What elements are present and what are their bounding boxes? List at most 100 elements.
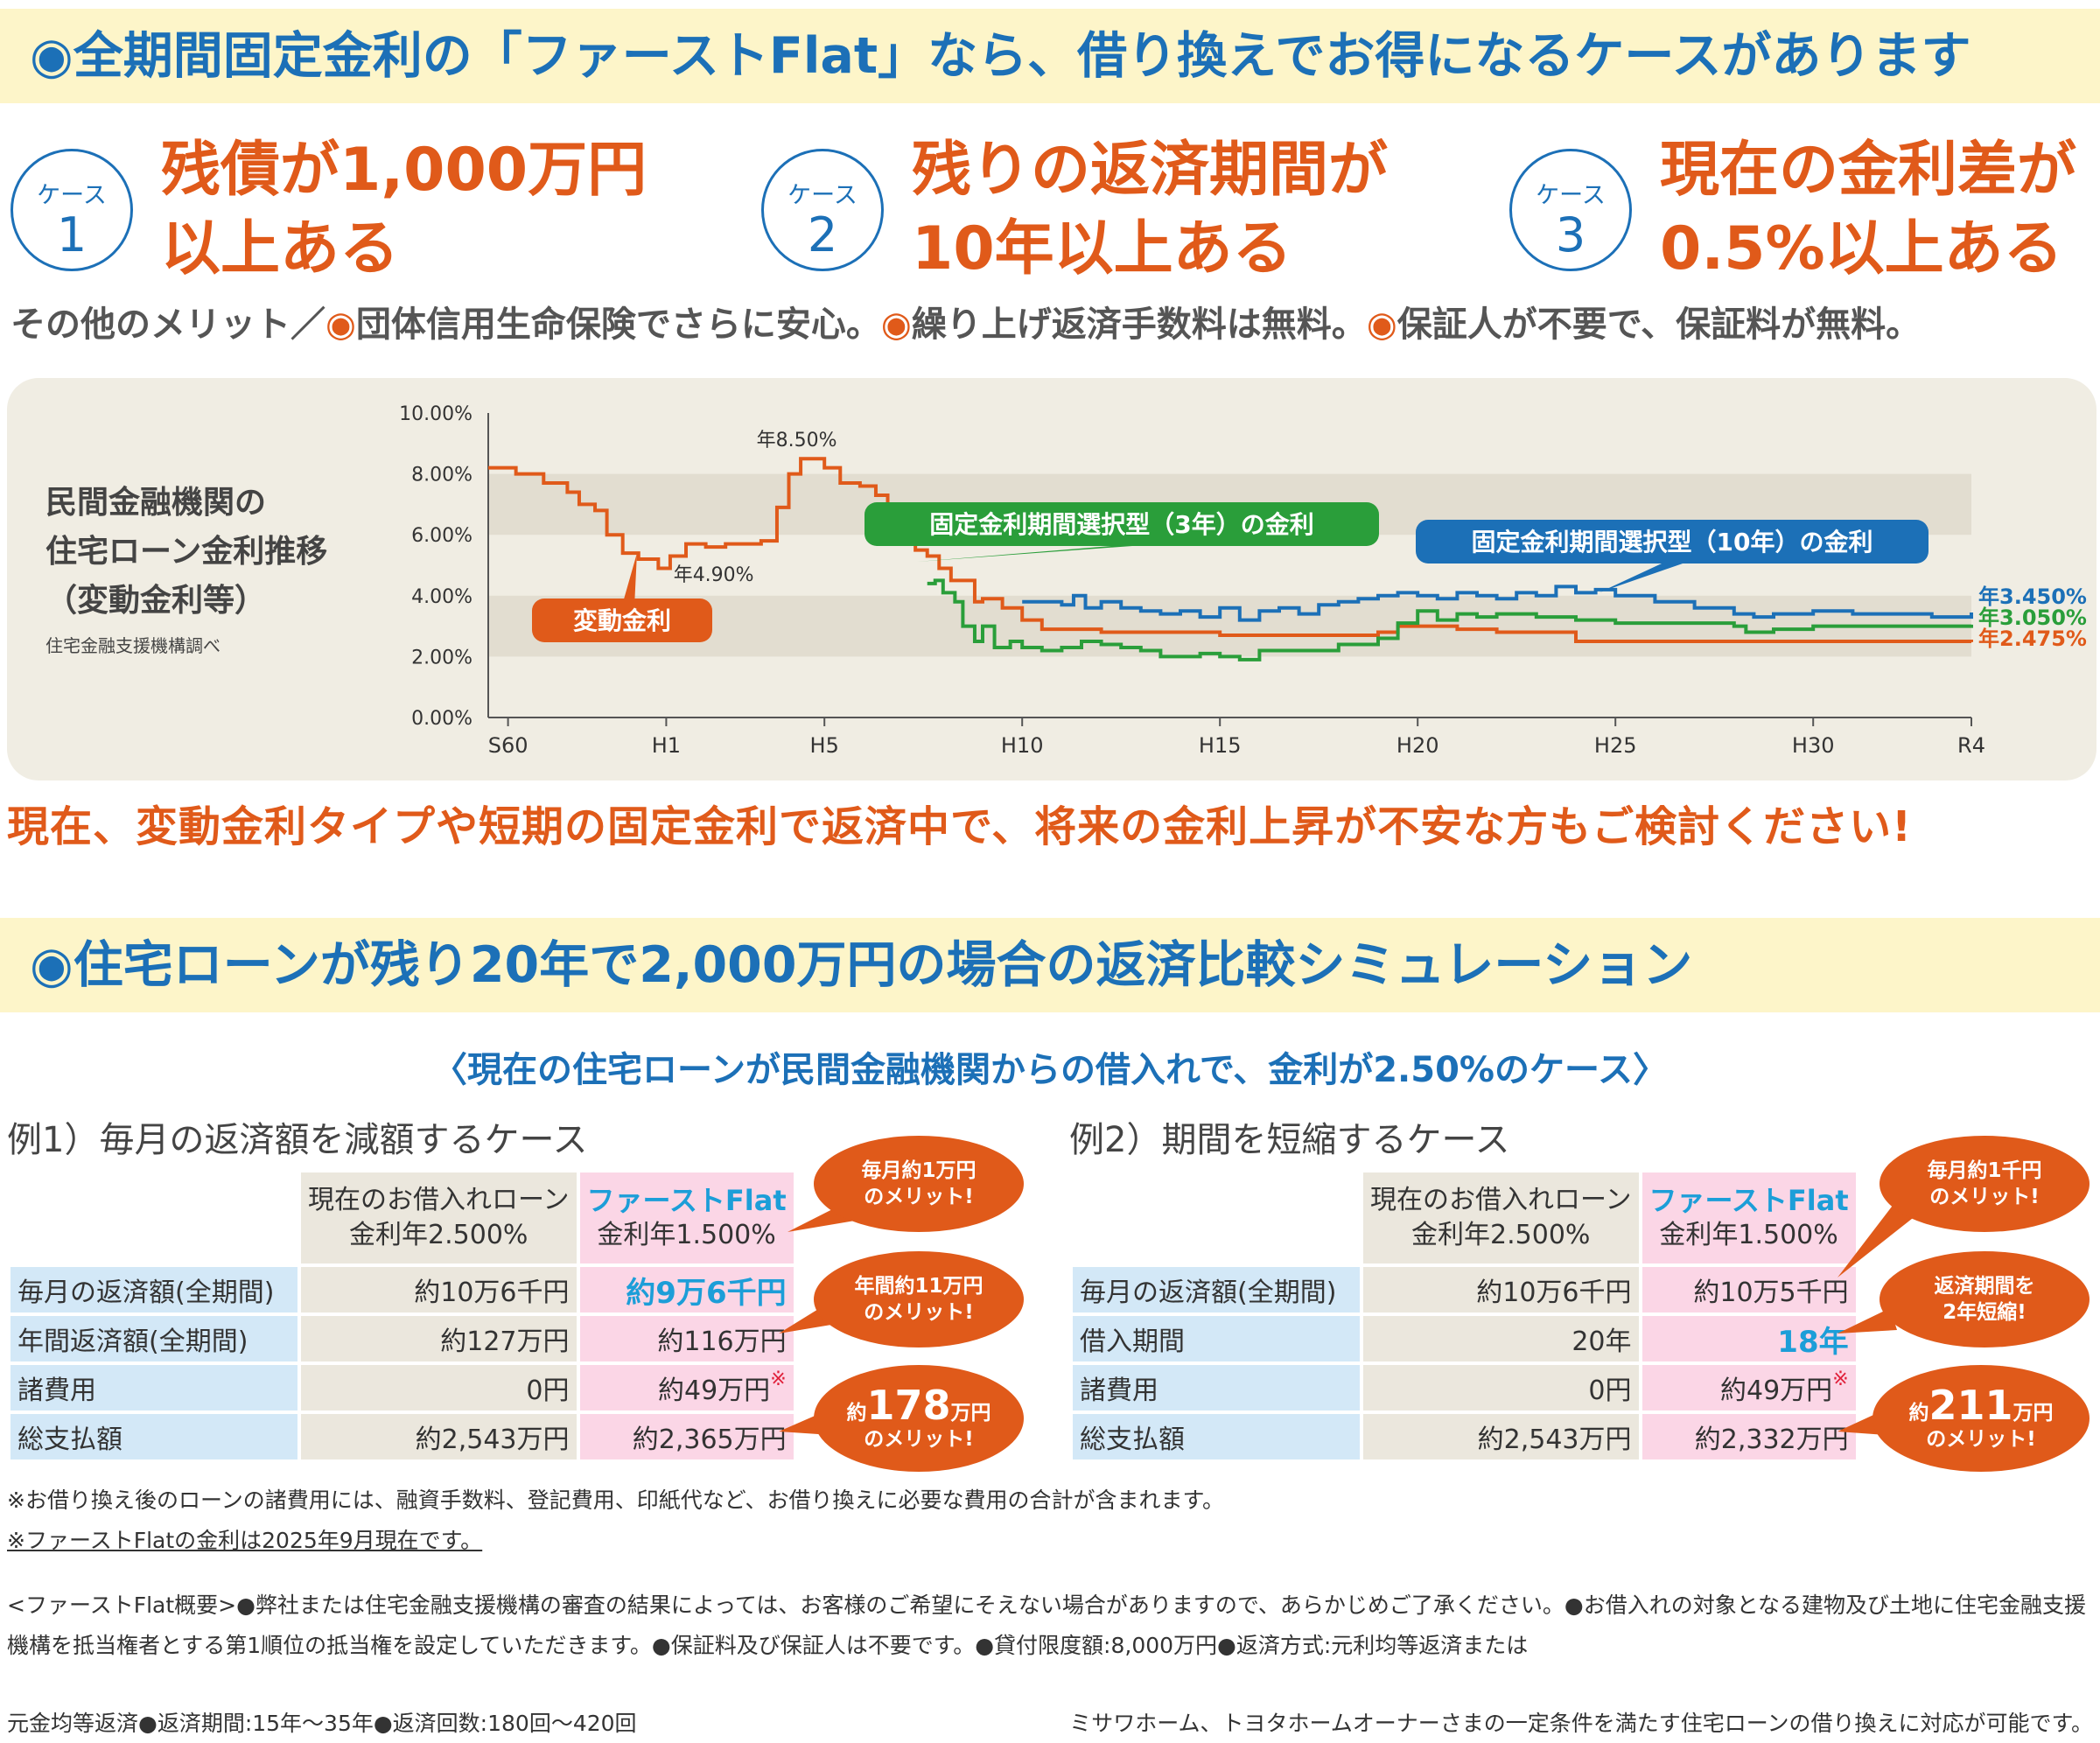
example-1-table: 現在のお借入れローン 金利年2.500% ファーストFlat 金利年1.500% 毎… bbox=[7, 1169, 797, 1463]
table-row: 毎月の返済額(全期間) 約10万6千円 約9万6千円 bbox=[10, 1267, 794, 1312]
ff-value-text: 約9万6千円 bbox=[626, 1275, 787, 1311]
x-tick-label: H15 bbox=[1199, 733, 1242, 758]
ff-value: 約116万円 bbox=[579, 1316, 794, 1362]
column-header-current: 現在のお借入れローン 金利年2.500% bbox=[1363, 1172, 1639, 1264]
bubble-post: 万円 bbox=[950, 1402, 991, 1424]
ff-value: 約10万5千円 bbox=[1642, 1267, 1856, 1312]
rate-chart-panel: 民間金融機関の 住宅ローン金利推移 （変動金利等） 住宅金融支援機構調べ 10.… bbox=[7, 378, 2096, 780]
row-label: 諸費用 bbox=[10, 1365, 298, 1410]
col-ff-line1: ファーストFlat bbox=[1648, 1184, 1849, 1217]
bubble-line1: 返済期間を bbox=[1934, 1275, 2035, 1298]
y-tick-label: 4.00% bbox=[411, 586, 472, 608]
row-label: 総支払額 bbox=[10, 1414, 298, 1460]
column-header-current: 現在のお借入れローン 金利年2.500% bbox=[301, 1172, 577, 1264]
table-row: 諸費用 0円 約49万円※ bbox=[10, 1365, 794, 1410]
other-merits: その他のメリット／◉団体信用生命保険でさらに安心。◉繰り上げ返済手数料は無料。◉… bbox=[10, 296, 1921, 346]
bubble-big: 178 bbox=[866, 1382, 951, 1429]
example-1-title: 例1）毎月の返済額を減額するケース bbox=[7, 1120, 588, 1160]
chart-title-line-1: 民間金融機関の bbox=[46, 485, 267, 521]
merit-2: 繰り上げ返済手数料は無料。 bbox=[911, 304, 1367, 345]
series-line-1 bbox=[927, 578, 1973, 662]
col-ff-line1: ファーストFlat bbox=[586, 1184, 787, 1217]
case-3-line2: 0.5%以上ある bbox=[1660, 214, 2063, 284]
series-tag-3yr-label: 固定金利期間選択型（3年）の金利 bbox=[929, 510, 1313, 539]
series-end-label: 年3.450% bbox=[1978, 584, 2087, 609]
ff-value: 約2,365万円 bbox=[579, 1414, 794, 1460]
example-2-title: 例2）期間を短縮するケース bbox=[1069, 1120, 1510, 1160]
rate-chart: 10.00% 8.00% 6.00% 4.00% 2.00% 0.00% S60 H1 H5 H1… bbox=[399, 403, 2087, 758]
case-2-label: ケース bbox=[788, 182, 858, 209]
bubble-pre: 約 bbox=[846, 1402, 867, 1424]
bubble-line2: のメリット! bbox=[864, 1301, 974, 1324]
merit-dot-icon: ◉ bbox=[1366, 304, 1397, 345]
sim-headline: ◉住宅ローンが残り20年で2,000万円の場合の返済比較シミュレーション bbox=[30, 936, 1693, 994]
col-ff-line2: 金利年1.500% bbox=[597, 1220, 776, 1250]
series-end-label: 年2.475% bbox=[1978, 626, 2087, 651]
series-tag-3yr bbox=[864, 502, 1379, 546]
current-value: 約2,543万円 bbox=[1363, 1414, 1639, 1460]
current-value: 約127万円 bbox=[301, 1316, 577, 1362]
table-row: 総支払額 約2,543万円 約2,365万円 bbox=[10, 1414, 794, 1460]
merit-1: 団体信用生命保険でさらに安心。 bbox=[355, 304, 881, 345]
bubble-line2: のメリット! bbox=[1926, 1428, 2036, 1451]
merit-bubble: 毎月約1千円 のメリット! bbox=[1880, 1136, 2090, 1232]
note-2: ※ファーストFlatの金利は2025年9月現在です。 bbox=[7, 1528, 483, 1553]
x-tick-label: H10 bbox=[1001, 733, 1044, 758]
appeal-text: 現在、変動金利タイプや短期の固定金利で返済中で、将来の金利上昇が不安な方もご検討… bbox=[7, 802, 1912, 851]
column-header-first-flat: ファーストFlat 金利年1.500% bbox=[1642, 1172, 1856, 1264]
merit-bubble: 約178万円 のメリット! bbox=[814, 1365, 1024, 1472]
ff-value-text: 約49万円 bbox=[1720, 1376, 1833, 1406]
chart-title: 民間金融機関の 住宅ローン金利推移 （変動金利等） bbox=[46, 479, 327, 626]
col-current-line1: 現在のお借入れローン bbox=[308, 1185, 570, 1215]
bubble-line1: 毎月約1千円 bbox=[1927, 1159, 2042, 1182]
series-end-label: 年3.050% bbox=[1978, 606, 2087, 630]
case-2-line1: 残りの返済期間が bbox=[912, 136, 1389, 205]
bubble-post: 万円 bbox=[2012, 1402, 2054, 1424]
table-row: 総支払額 約2,543万円 約2,332万円 bbox=[1073, 1414, 1856, 1460]
footer-overview: <ファーストFlat概要>●弊社または住宅金融支援機構の審査の結果によっては、お… bbox=[7, 1592, 2086, 1658]
note-1: ※お借り換え後のローンの諸費用には、融資手数料、登記費用、印紙代など、お借り換え… bbox=[7, 1488, 1224, 1513]
column-header-first-flat: ファーストFlat 金利年1.500% bbox=[579, 1172, 794, 1264]
bubble-line1: 毎月約1万円 bbox=[861, 1159, 976, 1182]
merit-3: 保証人が不要で、保証料が無料。 bbox=[1396, 304, 1922, 345]
x-tick-label: H30 bbox=[1792, 733, 1835, 758]
table-row: 年間返済額(全期間) 約127万円 約116万円 bbox=[10, 1316, 794, 1362]
series-tag-10yr-tail bbox=[1600, 564, 1683, 592]
ff-value: 約49万円※ bbox=[1642, 1365, 1856, 1410]
series-line-0 bbox=[488, 457, 1973, 643]
bubble-big: 211 bbox=[1928, 1382, 2013, 1429]
bubble-amount: 約211万円 bbox=[1908, 1384, 2053, 1426]
table-row: 借入期間 20年 18年 bbox=[1073, 1316, 1856, 1362]
x-tick-label: H5 bbox=[810, 733, 839, 758]
chart-source: 住宅金融支援機構調べ bbox=[46, 635, 220, 656]
notes: ※お借り換え後のローンの諸費用には、融資手数料、登記費用、印紙代など、お借り換え… bbox=[7, 1480, 1224, 1561]
footer-line3-right: ミサワホーム、トヨタホームオーナーさまの一定条件を満たす住宅ローンの借り換えに対… bbox=[1069, 1711, 2093, 1736]
col-current-line2: 金利年2.500% bbox=[1411, 1220, 1591, 1250]
x-tick-label: H25 bbox=[1594, 733, 1637, 758]
series-tag-10yr bbox=[1416, 520, 1928, 564]
bubble-line2: 2年短縮! bbox=[1942, 1301, 2026, 1324]
case-3-line1: 現在の金利差が bbox=[1660, 136, 2077, 205]
bubble-line2: のメリット! bbox=[864, 1428, 974, 1451]
example-2-table: 現在のお借入れローン 金利年2.500% ファーストFlat 金利年1.500% 毎… bbox=[1069, 1169, 1859, 1463]
table-row: 諸費用 0円 約49万円※ bbox=[1073, 1365, 1856, 1410]
note-mark: ※ bbox=[1832, 1368, 1849, 1390]
y-tick-label: 2.00% bbox=[411, 647, 472, 668]
case-1-text: 残債が1,000万円 以上ある bbox=[161, 131, 647, 289]
ff-value-text: 約49万円 bbox=[658, 1376, 771, 1406]
sim-headline-band: ◉住宅ローンが残り20年で2,000万円の場合の返済比較シミュレーション bbox=[0, 918, 2100, 1012]
y-tick-label: 10.00% bbox=[399, 403, 472, 425]
case-1-number: 1 bbox=[56, 207, 88, 262]
case-2-text: 残りの返済期間が 10年以上ある bbox=[912, 131, 1388, 289]
current-value: 20年 bbox=[1363, 1316, 1639, 1362]
col-current-line2: 金利年2.500% bbox=[349, 1220, 528, 1250]
chart-title-line-3: （変動金利等） bbox=[46, 583, 267, 619]
case-2-line2: 10年以上ある bbox=[912, 214, 1292, 284]
x-tick-label: H1 bbox=[652, 733, 681, 758]
col-current-line1: 現在のお借入れローン bbox=[1370, 1185, 1632, 1215]
footer-line3-left: 元金均等返済●返済期間:15年〜35年●返済回数:180回〜420回 bbox=[7, 1711, 637, 1736]
current-value: 約2,543万円 bbox=[301, 1414, 577, 1460]
ff-value: 約49万円※ bbox=[579, 1365, 794, 1410]
y-tick-label: 0.00% bbox=[411, 708, 472, 730]
case-1-badge: ケース 1 bbox=[10, 149, 133, 271]
